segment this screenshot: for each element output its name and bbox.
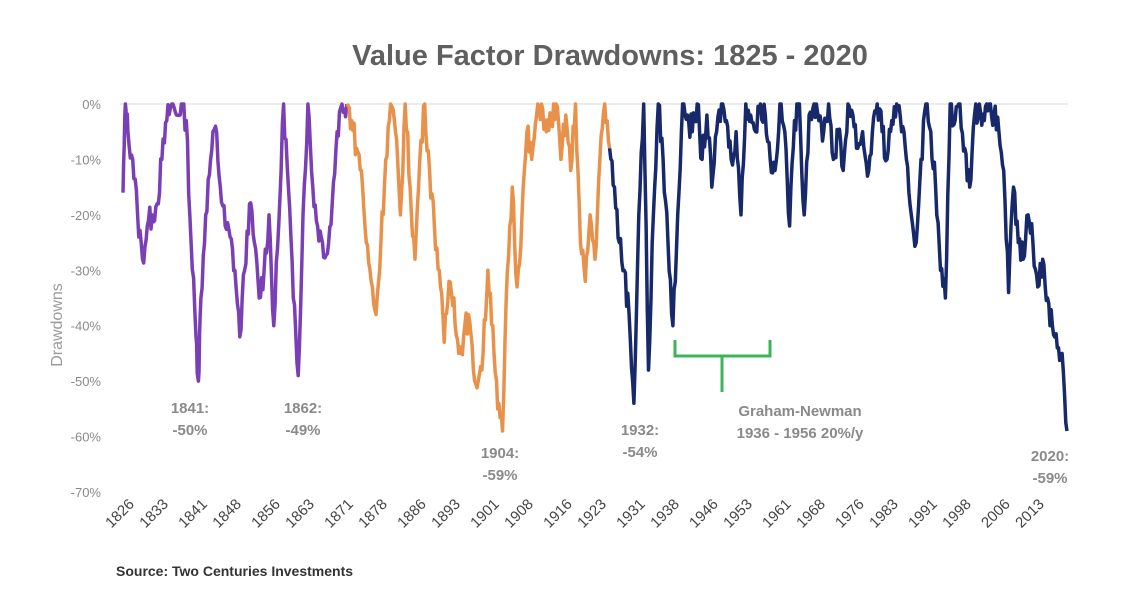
drawdown-series-line (345, 102, 612, 433)
x-tick-label: 1968 (793, 496, 829, 532)
y-tick-label: -70% (71, 485, 102, 500)
x-tick-label: 1923 (574, 496, 610, 532)
x-tick-label: 1946 (686, 496, 722, 532)
annotation-1862: 1862: -49% (283, 400, 323, 439)
x-tick-label: 1826 (102, 496, 138, 532)
y-tick-label: 0% (82, 97, 101, 112)
annotation-2020: 2020: -59% (1030, 448, 1070, 487)
drawdown-series-line (607, 102, 1069, 432)
annotation-1841: 1841: -50% (170, 400, 210, 439)
x-tick-label: 1863 (282, 496, 318, 532)
x-tick-label: 1916 (540, 496, 576, 532)
y-tick-label: -40% (71, 319, 102, 334)
x-tick-label: 1931 (613, 496, 649, 532)
y-axis-label: Drawdowns (49, 283, 66, 367)
x-tick-label: 2006 (978, 496, 1014, 532)
x-tick-label: 1901 (467, 496, 503, 532)
x-tick-label: 1848 (209, 496, 245, 532)
x-tick-label: 1841 (175, 496, 211, 532)
x-tick-label: 1976 (832, 496, 868, 532)
x-tick-label: 1991 (905, 496, 941, 532)
y-tick-label: -10% (71, 152, 102, 167)
source-note: Source: Two Centuries Investments (116, 563, 354, 579)
x-tick-label: 1961 (759, 496, 795, 532)
y-tick-label: -30% (71, 263, 102, 278)
x-tick-label: 1871 (321, 496, 357, 532)
annotation-1932: 1932: -54% (620, 422, 660, 461)
annotation-graham-newman: Graham-Newman 1936 - 1956 20%/y (736, 403, 864, 442)
x-tick-label: 1856 (248, 496, 284, 532)
y-tick-label: -60% (71, 430, 102, 445)
drawdown-series-line (121, 102, 349, 383)
x-tick-label: 1886 (394, 496, 430, 532)
x-tick-label: 1983 (866, 496, 902, 532)
x-tick-label: 1833 (136, 496, 172, 532)
y-tick-label: -50% (71, 374, 102, 389)
x-tick-label: 1938 (647, 496, 683, 532)
graham-newman-bracket (673, 340, 772, 392)
x-tick-label: 1893 (428, 496, 464, 532)
x-tick-label: 1908 (501, 496, 537, 532)
annotation-1904: 1904: -59% (480, 445, 520, 484)
x-tick-label: 2013 (1012, 496, 1048, 532)
chart-title: Value Factor Drawdowns: 1825 - 2020 (352, 40, 868, 72)
y-tick-label: -20% (71, 208, 102, 223)
x-tick-label: 1953 (720, 496, 756, 532)
x-tick-label: 1998 (939, 496, 975, 532)
x-tick-label: 1878 (355, 496, 391, 532)
